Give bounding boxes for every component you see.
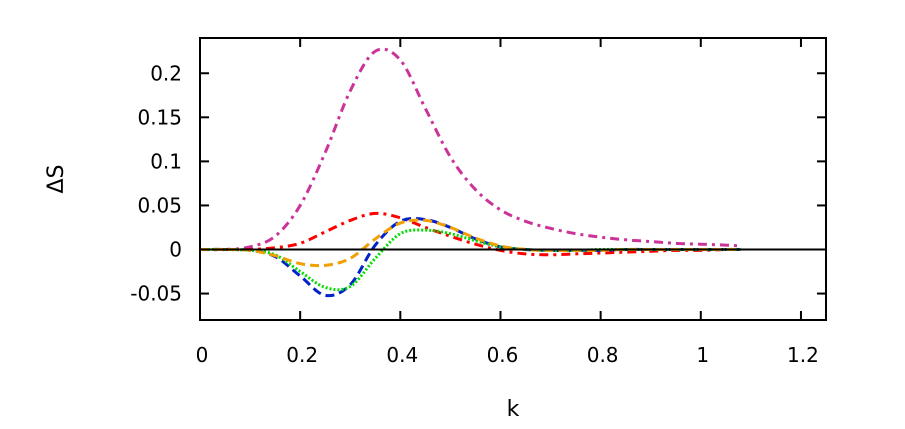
y-tick-label: -0.05 [130,282,182,306]
x-tick-label: 0.2 [286,343,318,367]
y-tick-label: 0.05 [137,193,182,217]
y-tick-label: 0 [169,238,182,262]
y-tick-label: 0.15 [137,105,182,129]
series-line-2 [199,216,741,298]
series-line-3 [199,228,741,292]
x-axis-label: k [507,397,520,422]
x-tick-label: 0 [196,343,209,367]
y-tick-label: 0.1 [150,149,182,173]
x-tick-label: 0.4 [386,343,418,367]
x-tick-label: 0.8 [587,343,619,367]
y-tick-label: 0.2 [150,61,182,85]
x-tick-label: 0.6 [487,343,519,367]
x-tick-label: 1 [696,343,709,367]
plot-frame [199,37,827,321]
y-axis-label: ΔS [44,164,69,193]
series-line-0 [199,47,741,252]
x-tick-label: 1.2 [787,343,819,367]
